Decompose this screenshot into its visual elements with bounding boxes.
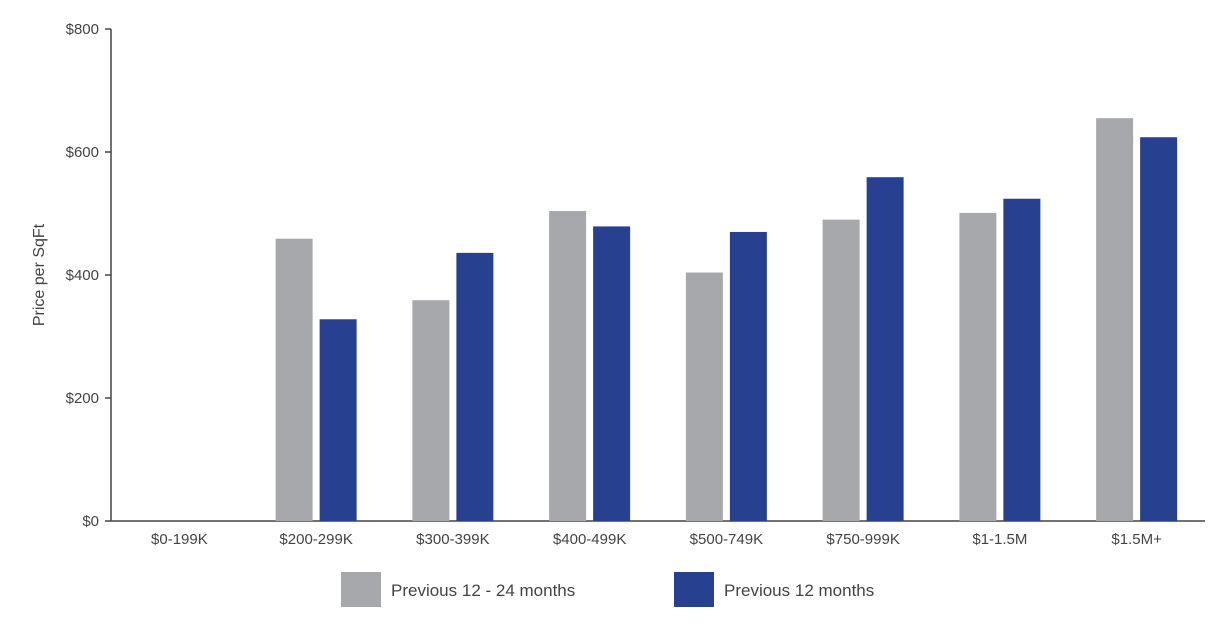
bar-previous-12-24-months — [412, 300, 450, 521]
x-tick-label: $1-1.5M — [972, 531, 1027, 548]
axis-labels: $0 $200 $400 $600 $800 Price per SqFt $0-199K $… — [31, 21, 1162, 548]
bar-previous-12-24-months — [822, 219, 860, 521]
legend-label: Previous 12 - 24 months — [391, 581, 575, 600]
bar-previous-12-months — [593, 226, 631, 522]
legend: Previous 12 - 24 months Previous 12 month… — [341, 572, 874, 607]
x-tick-label: $500-749K — [690, 531, 763, 548]
bar-previous-12-24-months — [275, 238, 313, 521]
x-tick-label: $750-999K — [826, 531, 899, 548]
bar-previous-12-months — [319, 319, 357, 521]
y-tick-label: $400 — [66, 267, 99, 284]
y-tick-label: $600 — [66, 144, 99, 161]
bar-previous-12-months — [1003, 198, 1041, 522]
bar-previous-12-24-months — [685, 272, 723, 521]
y-tick-label: $0 — [82, 513, 99, 530]
legend-swatch — [674, 572, 714, 607]
x-tick-label: $400-499K — [553, 531, 626, 548]
bars — [275, 118, 1178, 522]
x-tick-label: $300-399K — [416, 531, 489, 548]
bar-previous-12-months — [456, 252, 494, 522]
legend-swatch — [341, 572, 381, 607]
x-tick-label: $0-199K — [151, 531, 208, 548]
bar-previous-12-months — [1140, 137, 1178, 522]
x-tick-label: $200-299K — [279, 531, 352, 548]
bar-previous-12-months — [866, 177, 904, 521]
y-axis-title: Price per SqFt — [31, 223, 48, 326]
bar-previous-12-24-months — [1096, 118, 1134, 522]
bar-previous-12-months — [729, 231, 767, 521]
x-tick-label: $1.5M+ — [1111, 531, 1162, 548]
y-tick-label: $800 — [66, 21, 99, 38]
legend-label: Previous 12 months — [724, 581, 874, 600]
y-tick-label: $200 — [66, 390, 99, 407]
bar-previous-12-24-months — [549, 211, 587, 522]
bar-previous-12-24-months — [959, 212, 997, 521]
